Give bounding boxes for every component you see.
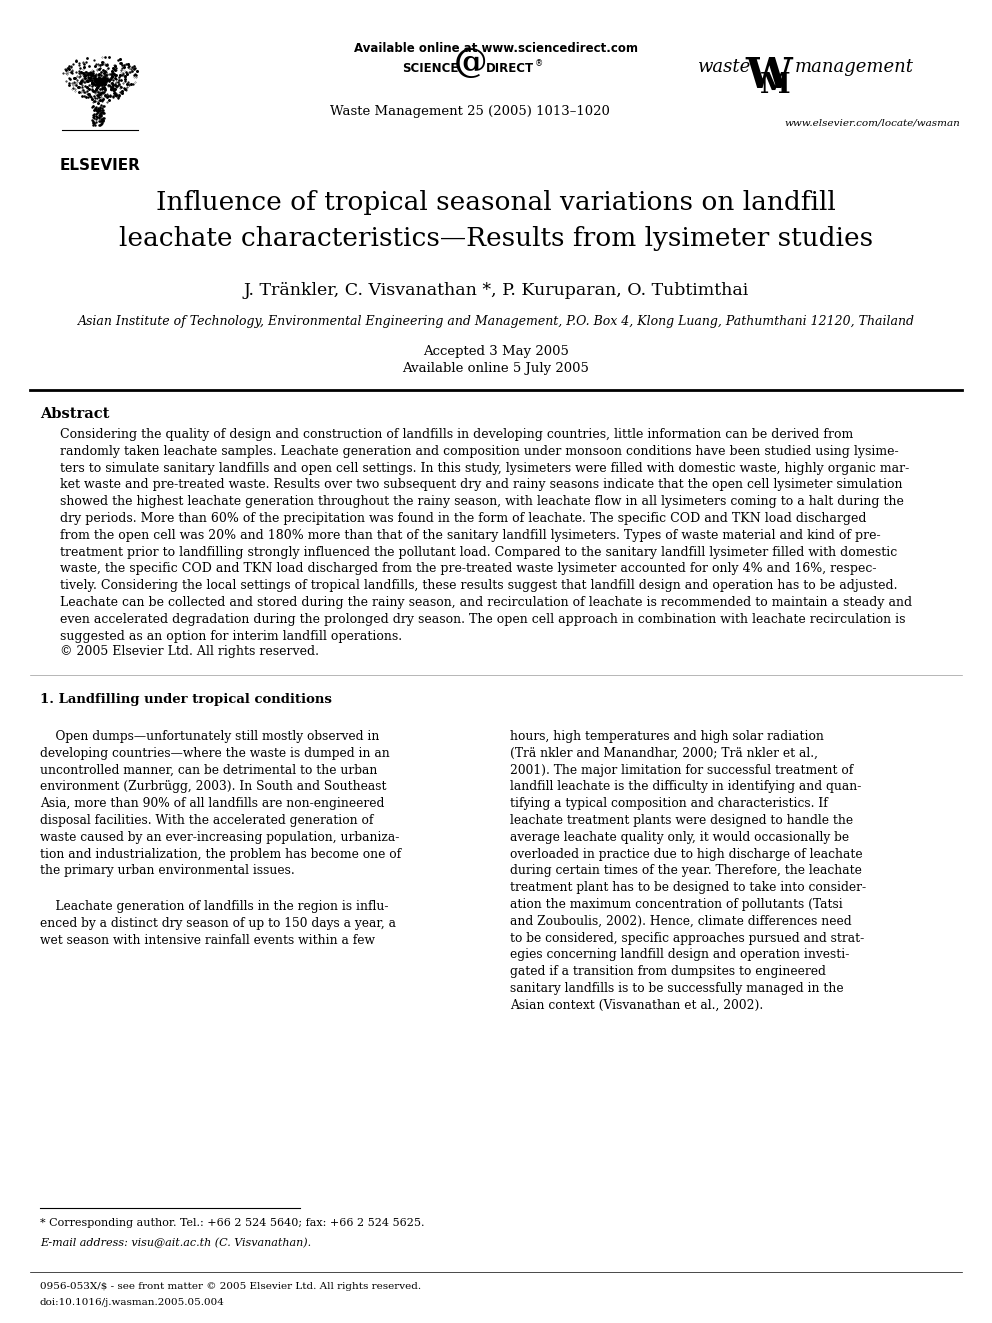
Text: Accepted 3 May 2005: Accepted 3 May 2005 <box>423 345 569 359</box>
Text: * Corresponding author. Tel.: +66 2 524 5640; fax: +66 2 524 5625.: * Corresponding author. Tel.: +66 2 524 … <box>40 1218 425 1228</box>
Text: J. Tränkler, C. Visvanathan *, P. Kuruparan, O. Tubtimthai: J. Tränkler, C. Visvanathan *, P. Kurupa… <box>243 282 749 299</box>
Text: E-mail address: visu@ait.ac.th (C. Visvanathan).: E-mail address: visu@ait.ac.th (C. Visva… <box>40 1238 311 1249</box>
Text: Abstract: Abstract <box>40 407 109 421</box>
Text: Open dumps—unfortunately still mostly observed in
developing countries—where the: Open dumps—unfortunately still mostly ob… <box>40 730 401 877</box>
Text: hours, high temperatures and high solar radiation
(Trä nkler and Manandhar, 2000: hours, high temperatures and high solar … <box>510 730 866 1012</box>
Text: ®: ® <box>535 60 544 69</box>
Text: Asian Institute of Technology, Environmental Engineering and Management, P.O. Bo: Asian Institute of Technology, Environme… <box>77 315 915 328</box>
Text: Considering the quality of design and construction of landfills in developing co: Considering the quality of design and co… <box>60 429 912 643</box>
Text: SCIENCE: SCIENCE <box>402 61 458 74</box>
Text: leachate characteristics—Results from lysimeter studies: leachate characteristics—Results from ly… <box>119 226 873 251</box>
Text: doi:10.1016/j.wasman.2005.05.004: doi:10.1016/j.wasman.2005.05.004 <box>40 1298 225 1307</box>
Text: Available online 5 July 2005: Available online 5 July 2005 <box>403 363 589 374</box>
Text: waste: waste <box>698 58 751 75</box>
Text: Available online at www.sciencedirect.com: Available online at www.sciencedirect.co… <box>354 42 638 56</box>
Text: ELSEVIER: ELSEVIER <box>60 157 141 173</box>
Text: Influence of tropical seasonal variations on landfill: Influence of tropical seasonal variation… <box>156 191 836 216</box>
Text: Waste Management 25 (2005) 1013–1020: Waste Management 25 (2005) 1013–1020 <box>330 105 610 118</box>
Text: DIRECT: DIRECT <box>486 61 534 74</box>
Text: @: @ <box>453 45 487 78</box>
Text: 1. Landfilling under tropical conditions: 1. Landfilling under tropical conditions <box>40 693 332 706</box>
Text: W: W <box>745 56 792 97</box>
Text: M: M <box>760 71 791 99</box>
Text: 0956-053X/$ - see front matter © 2005 Elsevier Ltd. All rights reserved.: 0956-053X/$ - see front matter © 2005 El… <box>40 1282 422 1291</box>
Text: © 2005 Elsevier Ltd. All rights reserved.: © 2005 Elsevier Ltd. All rights reserved… <box>60 646 319 658</box>
Text: www.elsevier.com/locate/wasman: www.elsevier.com/locate/wasman <box>785 118 960 127</box>
Text: management: management <box>795 58 914 75</box>
Text: Leachate generation of landfills in the region is influ-
enced by a distinct dry: Leachate generation of landfills in the … <box>40 900 396 946</box>
